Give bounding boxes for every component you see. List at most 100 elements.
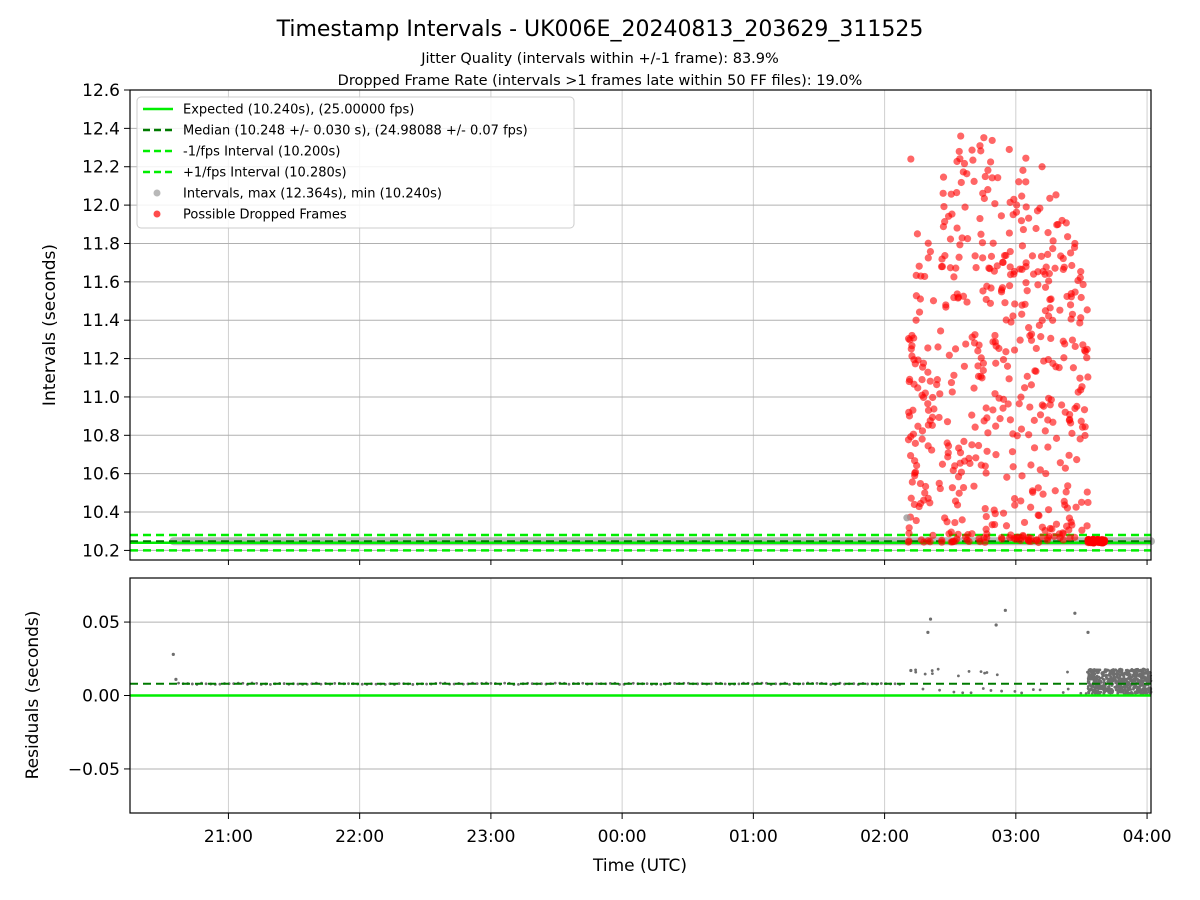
residual-point: [397, 682, 401, 686]
chart-title: Timestamp Intervals - UK006E_20240813_20…: [276, 17, 924, 42]
intervals-y-tick-label: 11.8: [82, 234, 120, 254]
dropped-frame-point: [912, 316, 920, 324]
dropped-frame-point: [913, 461, 921, 470]
dropped-frame-point: [1006, 416, 1014, 424]
dropped-frame-point: [1011, 300, 1019, 308]
residual-point: [1121, 690, 1125, 693]
dropped-frame-point: [1056, 459, 1064, 467]
dropped-frame-point: [1073, 456, 1081, 464]
dropped-frame-point: [920, 538, 928, 546]
residual-point: [1118, 690, 1122, 694]
dropped-frame-point: [1003, 473, 1011, 481]
dropped-frame-point: [916, 479, 925, 488]
dropped-frame-point: [1059, 530, 1067, 538]
dropped-frame-point: [905, 408, 913, 416]
dropped-frame-point: [989, 406, 997, 414]
residuals-x-tick-label: 02:00: [860, 827, 909, 847]
residual-point: [631, 681, 635, 685]
dropped-frame-point: [1018, 310, 1026, 318]
dropped-frame-point: [1018, 192, 1026, 200]
dropped-frame-point: [1032, 224, 1040, 233]
dropped-frame-point: [1012, 208, 1021, 216]
dropped-frame-point: [1044, 534, 1052, 542]
dropped-frame-point: [1066, 301, 1075, 309]
residual-point: [969, 691, 973, 695]
legend-box: [136, 96, 575, 229]
dropped-frame-point: [968, 146, 976, 154]
legend-entry-label: Expected (10.240s), (25.00000 fps): [183, 103, 414, 118]
dropped-frame-point: [1049, 237, 1057, 245]
dropped-frame-point: [1005, 229, 1013, 237]
residual-point: [1079, 691, 1083, 695]
dropped-frame-point: [995, 394, 1003, 402]
residual-point: [1092, 685, 1096, 689]
dropped-frame-point: [905, 524, 913, 532]
dropped-frame-point: [938, 255, 946, 263]
time-x-axis-label: Time (UTC): [592, 856, 687, 876]
residual-point: [1087, 673, 1091, 677]
dropped-frame-point: [908, 331, 916, 340]
residual-point: [1124, 671, 1128, 675]
dropped-frame-point: [1022, 263, 1030, 271]
residual-point: [296, 682, 300, 686]
intervals-y-tick-label: 12.0: [82, 196, 120, 216]
dropped-frame-point: [933, 376, 941, 384]
dropped-frame-point: [954, 473, 963, 481]
dropped-frame-point: [1045, 277, 1053, 285]
dropped-frame-point: [1064, 482, 1072, 490]
dropped-frame-point: [935, 479, 943, 487]
residual-point: [961, 691, 965, 695]
dropped-frame-point: [1039, 490, 1047, 498]
residual-point: [1108, 691, 1112, 694]
dropped-frame-point: [978, 239, 987, 247]
residuals-y-tick-label: −0.05: [68, 760, 120, 780]
dropped-frame-point: [1059, 337, 1067, 345]
dropped-frame-point: [957, 132, 965, 140]
dropped-frame-point: [1044, 229, 1052, 237]
dropped-frame-point: [972, 263, 980, 272]
dropped-frame-point: [1034, 484, 1042, 492]
residual-point: [177, 681, 180, 685]
dropped-frame-point: [959, 168, 967, 176]
dropped-frame-point: [963, 298, 971, 306]
dropped-frame-point: [1022, 154, 1030, 162]
residual-point: [1090, 671, 1094, 674]
dropped-frame-point: [1071, 342, 1079, 351]
dropped-frame-point: [982, 469, 990, 477]
residual-point: [1105, 669, 1108, 673]
dropped-frame-point: [962, 340, 970, 348]
residual-point: [1117, 677, 1121, 681]
residuals-y-tick-label: 0.00: [82, 687, 120, 707]
dropped-frame-point: [977, 230, 985, 238]
dropped-frame-point: [1073, 402, 1081, 410]
residual-point: [241, 681, 245, 685]
dropped-frame-point: [1025, 431, 1033, 439]
residual-point: [1128, 675, 1132, 679]
dropped-frame-point: [957, 178, 965, 187]
dropped-frame-point: [1028, 252, 1037, 260]
residual-point: [1129, 678, 1132, 682]
dropped-frame-point: [1024, 536, 1032, 544]
intervals-y-tick-label: 10.4: [82, 503, 120, 523]
dropped-frame-point: [979, 366, 987, 375]
dropped-frame-point: [999, 258, 1007, 267]
dropped-frame-point: [1023, 372, 1031, 380]
dropped-frame-point: [970, 482, 978, 490]
residual-point: [1111, 670, 1115, 673]
dropped-frame-point: [955, 489, 963, 497]
residual-point: [1095, 674, 1099, 678]
dropped-frame-point: [982, 525, 990, 533]
dropped-frame-point: [1067, 293, 1075, 301]
residual-point: [204, 682, 208, 686]
residuals-y-axis-label: Residuals (seconds): [23, 611, 43, 780]
dropped-frame-point: [1059, 254, 1067, 263]
dropped-frame-point: [1052, 363, 1060, 371]
dropped-frame-point: [982, 512, 990, 521]
residual-point: [914, 670, 918, 674]
residual-point: [914, 668, 917, 672]
residual-point: [737, 682, 741, 686]
dropped-frame-point: [1061, 464, 1069, 472]
dropped-frame-point: [1077, 268, 1085, 276]
dropped-frame-point: [1022, 203, 1030, 211]
dropped-frame-point: [988, 174, 996, 182]
